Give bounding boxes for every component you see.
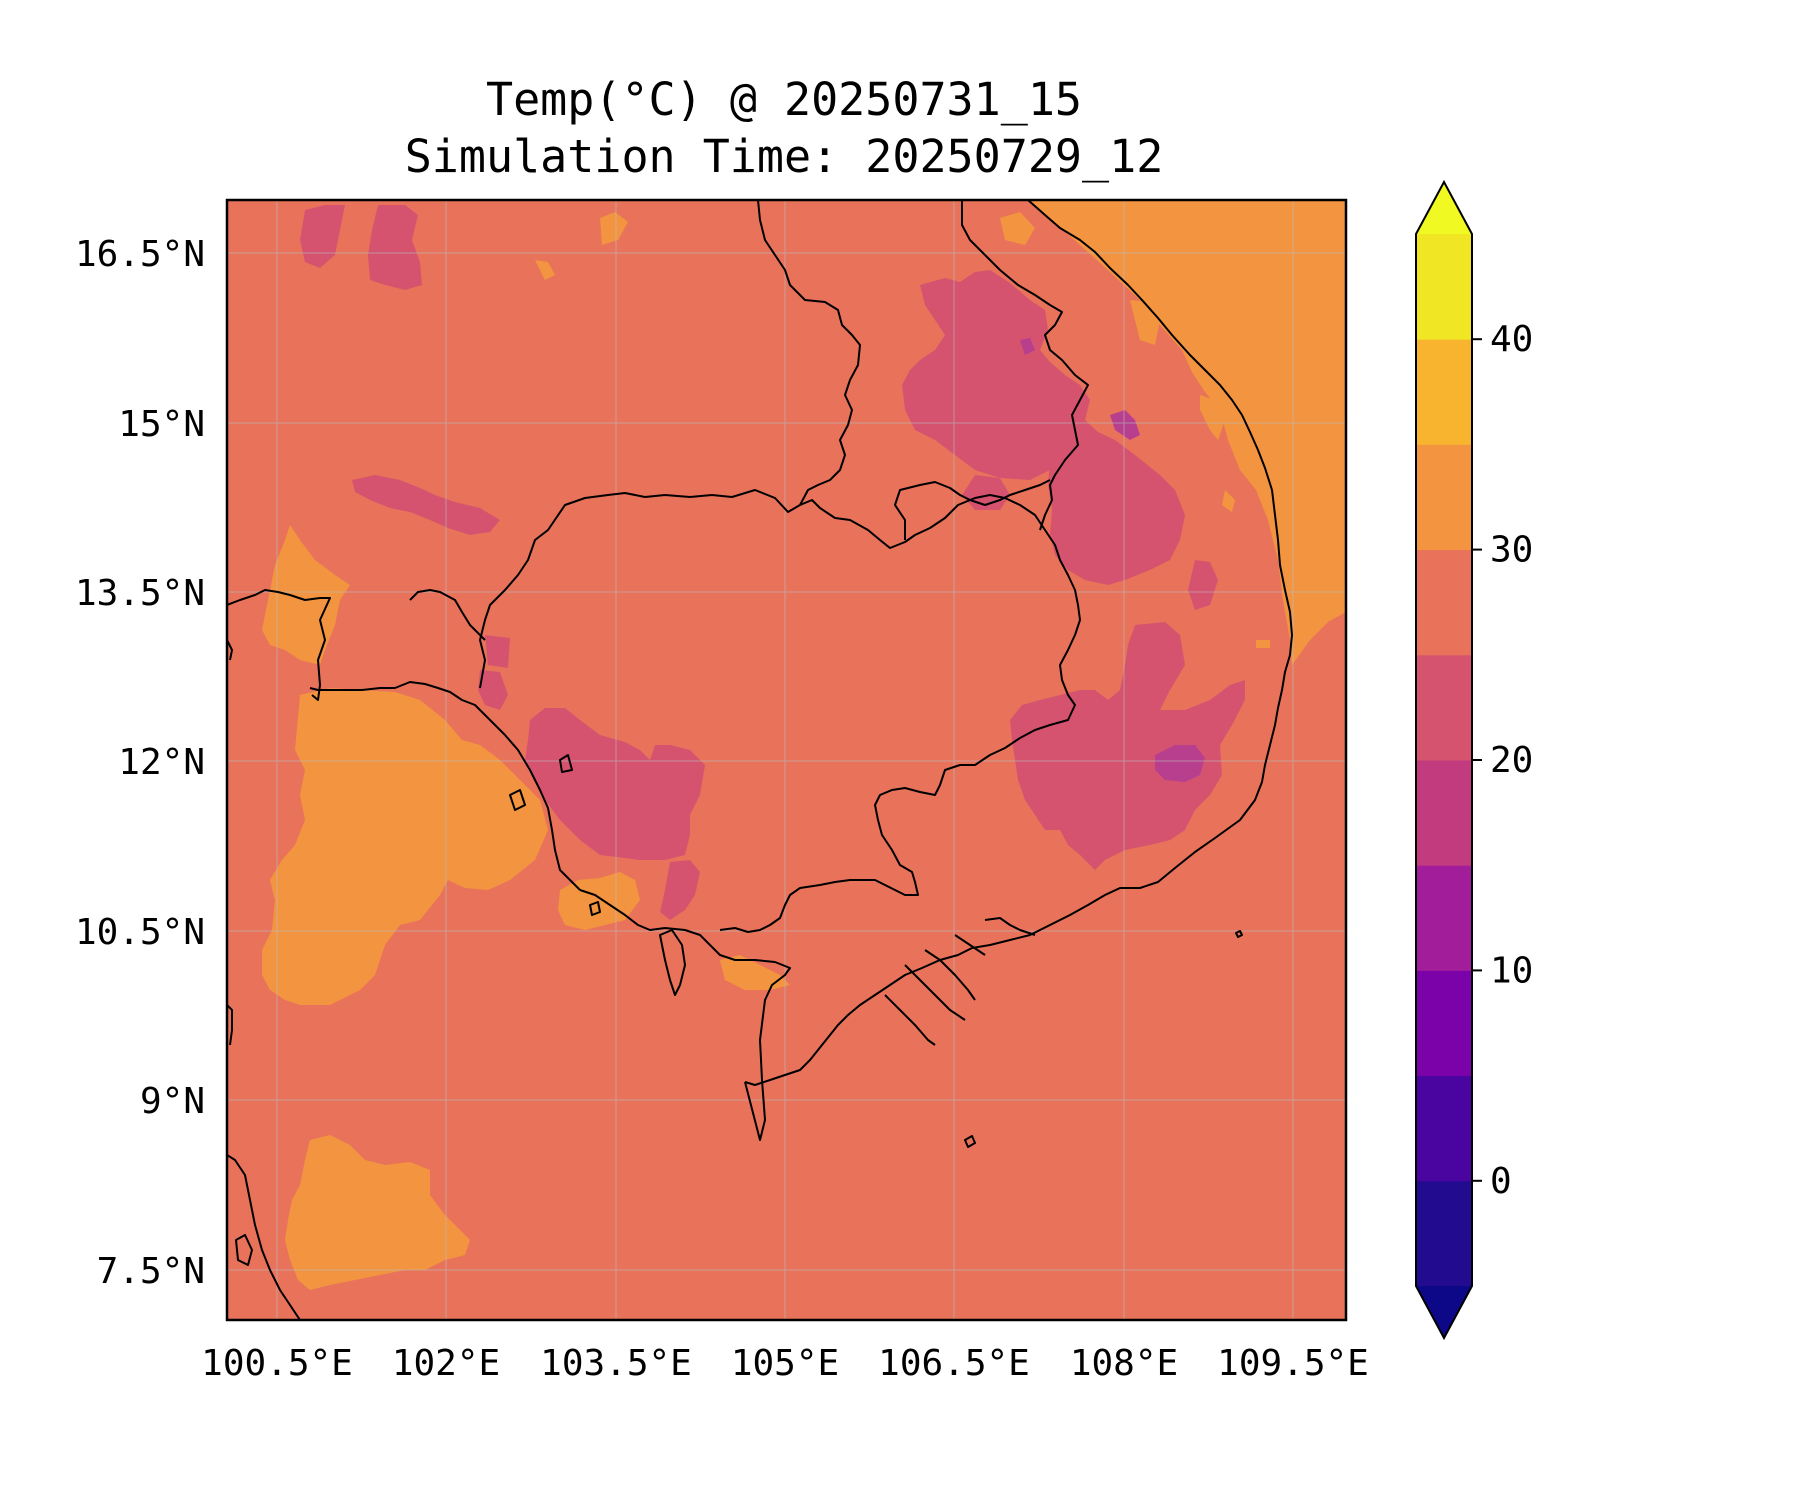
vietnam-coastline [744, 200, 1293, 1086]
temp-field-30-35-south-china-sea [1028, 200, 1346, 665]
temp-field-30-35-gulf-islands [558, 872, 640, 930]
colorbar-outline [1415, 179, 1473, 1341]
colorbar-segment [1416, 654, 1472, 761]
temp-field-20-25-laos-east [1188, 560, 1218, 610]
colorbar-segment [1416, 970, 1472, 1077]
colorbar-extend-min [1416, 1286, 1472, 1338]
lat-tick-label: 10.5°N [75, 912, 205, 953]
plot-title: Temp(°C) @ 20250731_15 [485, 73, 1083, 126]
map-frame [225, 198, 1348, 1322]
lon-tick-label: 105°E [731, 1343, 839, 1384]
lat-tick-label: 7.5°N [97, 1251, 205, 1292]
mekong-channel-2 [904, 964, 966, 1021]
island-cambodia-coast [509, 754, 601, 916]
laos-vietnam-border [961, 200, 1089, 531]
thailand-cambodia-border [409, 589, 486, 641]
colorbar-segment [1416, 760, 1472, 866]
temp-field-30-35-mekong-mouth [720, 955, 790, 990]
gridlines [227, 200, 1346, 1320]
mekong-channel-1 [884, 994, 936, 1046]
temp-field-20-25-central-highlands [1048, 420, 1185, 585]
lon-tick-label: 102°E [392, 1343, 500, 1384]
temp-field-30-35-central-coast [1200, 395, 1225, 440]
temp-field-30-35-coast-vietnam-south [1256, 640, 1270, 648]
colorbar-segment [1416, 549, 1472, 656]
saigon-coast [984, 917, 1036, 936]
mekong-channel-3 [924, 949, 976, 1001]
temp-field-30-35-gulf [262, 688, 548, 1005]
mekong-delta-coastline [579, 889, 791, 1141]
colorbar-tick-label: 0 [1490, 1161, 1512, 1202]
island-spratly [1235, 930, 1243, 938]
lon-tick-label: 103.5°E [540, 1343, 692, 1384]
lat-ticks: 16.5°N 15°N 13.5°N 12°N 10.5°N 9°N 7.5°N [75, 234, 205, 1292]
temp-field-20-25-north-thailand-b [368, 205, 422, 290]
colorbar-segment [1416, 1180, 1472, 1287]
map-panel [227, 200, 1346, 1320]
thailand-west-coastline [227, 1154, 301, 1320]
colorbar-segment [1416, 1075, 1472, 1182]
lon-tick-label: 100.5°E [201, 1343, 353, 1384]
thailand-myanmar-border-2 [227, 639, 233, 661]
thailand-laos-border [757, 200, 861, 506]
colorbar-segment [1416, 234, 1472, 340]
island-con-son [964, 1135, 976, 1148]
colorbar-tick-label: 20 [1490, 740, 1533, 781]
thailand-west-coastline-3 [235, 1234, 253, 1266]
lon-tick-label: 106.5°E [878, 1343, 1030, 1384]
plot-subtitle: Simulation Time: 20250729_12 [404, 130, 1164, 183]
lon-tick-label: 108°E [1070, 1343, 1178, 1384]
temp-field-20-25-thailand-east [478, 670, 508, 710]
lon-tick-label: 109.5°E [1217, 1343, 1369, 1384]
temp-field-20-25-thailand-central [485, 635, 510, 668]
lat-tick-label: 12°N [118, 742, 205, 783]
colorbar-segment [1416, 444, 1472, 551]
cambodia-border [479, 489, 1081, 933]
temp-field-30-35-west-thailand [262, 525, 350, 665]
temp-field-20-25-laos-north [902, 270, 1090, 480]
temp-field-15-20-north [1020, 338, 1140, 440]
colorbar-segment [1416, 339, 1472, 445]
lon-ticks: 100.5°E 102°E 103.5°E 105°E 106.5°E 108°… [201, 1343, 1369, 1384]
lat-tick-label: 9°N [140, 1081, 205, 1122]
colorbar-tick-label: 10 [1490, 950, 1533, 991]
temp-field-30-35-north-blobs [535, 212, 1235, 512]
island-phu-quoc [659, 929, 686, 996]
temp-field-20-25-cambodia-southwest [660, 860, 700, 920]
temp-field-20-25-south-highlands [1010, 622, 1245, 870]
lat-tick-label: 15°N [118, 404, 205, 445]
colorbar-tick-label: 40 [1490, 319, 1533, 360]
coastlines-and-borders [227, 200, 1293, 1320]
temp-field-20-25-cambodia-west [525, 708, 705, 860]
temp-field-15-20-highlands [1155, 745, 1205, 782]
thailand-west-coastline-2 [227, 1004, 233, 1046]
thailand-myanmar-border [227, 589, 331, 701]
colorbar-tick-label: 30 [1490, 530, 1533, 571]
colorbar-extend-max [1416, 182, 1472, 234]
mekong-channel-4 [954, 934, 986, 956]
temp-field-20-25-thailand-belt [352, 475, 500, 535]
colorbar-segment [1416, 865, 1472, 971]
laos-cambodia-border [894, 479, 1051, 540]
temp-field-20-25-north-thailand-a [300, 205, 345, 268]
lat-tick-label: 13.5°N [75, 573, 205, 614]
colorbar: 40 30 20 10 0 [1415, 179, 1533, 1341]
temp-field-30-35-south-sea [285, 1135, 470, 1290]
lat-tick-label: 16.5°N [75, 234, 205, 275]
gulf-coastline [309, 681, 581, 891]
